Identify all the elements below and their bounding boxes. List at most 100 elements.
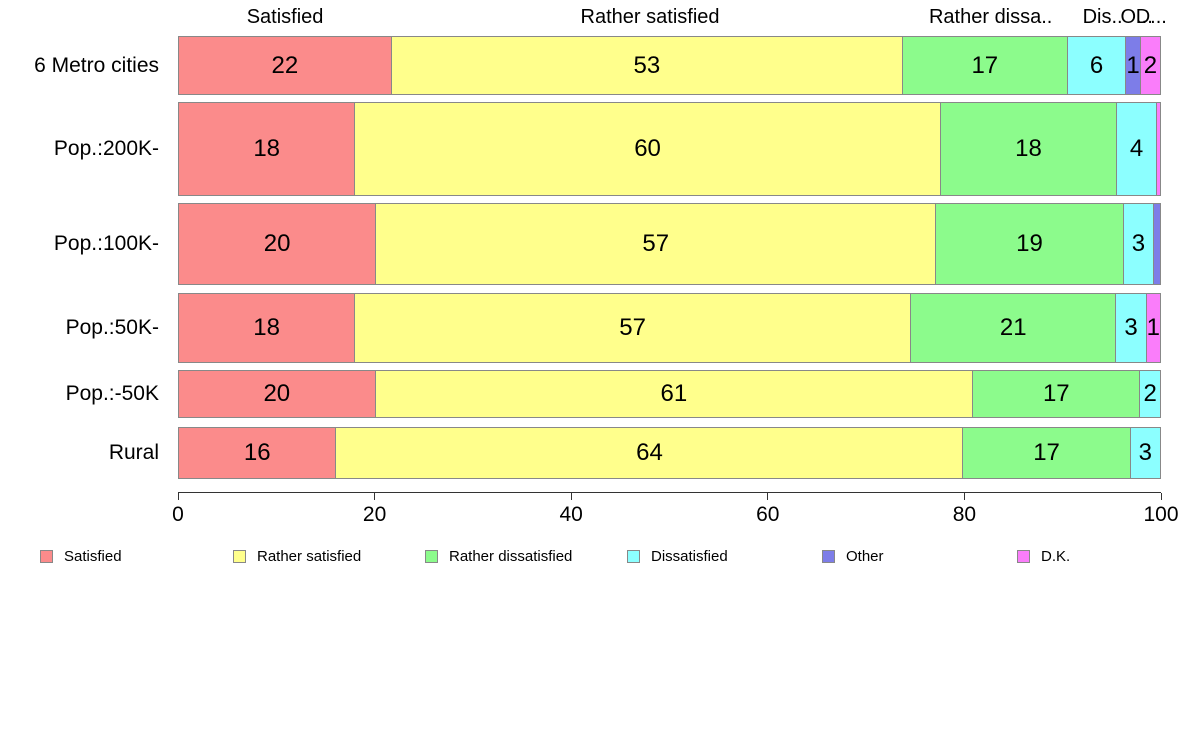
segment-value-label: 18 bbox=[253, 314, 280, 341]
legend-item: Dissatisfied bbox=[627, 548, 728, 565]
segment-value-label: 61 bbox=[660, 380, 688, 407]
legend-label: Rather satisfied bbox=[257, 548, 362, 565]
segment-value-label: 2 bbox=[1143, 380, 1157, 407]
bar-segment-d-k: 1 bbox=[1146, 293, 1161, 363]
legend-label: Dissatisfied bbox=[651, 548, 728, 565]
axis-tick-label: 20 bbox=[362, 503, 387, 526]
bar-segment-d-k bbox=[1157, 102, 1161, 196]
legend-label: Satisfied bbox=[64, 548, 122, 565]
bar-segment-satisfied: 16 bbox=[178, 427, 337, 479]
category-label: Pop.:-50K bbox=[65, 382, 159, 405]
bar-segment-dissatisfied: 4 bbox=[1117, 102, 1158, 196]
axis-tick bbox=[374, 493, 376, 500]
axis-tick-label: 100 bbox=[1143, 503, 1179, 526]
stacked-bar: 22 53 17 6 1 2 bbox=[178, 36, 1162, 95]
segment-value-label: 17 bbox=[1042, 380, 1070, 407]
bar-segment-rather-satisfied: 60 bbox=[355, 102, 941, 196]
bar-segment-satisfied: 20 bbox=[178, 370, 376, 418]
column-headers: Satisfied Rather satisfied Rather dissa.. D… bbox=[178, 4, 1167, 30]
category-label: Pop.:100K- bbox=[53, 232, 159, 255]
column-header: Dis.. bbox=[1082, 6, 1123, 28]
bar-segment-dissatisfied: 3 bbox=[1130, 427, 1162, 479]
stacked-bar: 18 60 18 4 bbox=[178, 102, 1161, 196]
bar-segment-other: 1 bbox=[1126, 36, 1141, 95]
bar-segment-dissatisfied: 3 bbox=[1116, 293, 1147, 363]
segment-value-label: 17 bbox=[971, 51, 999, 79]
legend: Satisfied Rather satisfied Rather dissatis… bbox=[0, 548, 1188, 572]
bar-segment-rather-dissatisfied: 21 bbox=[911, 293, 1117, 363]
axis-tick bbox=[1160, 493, 1162, 500]
bar-segment-satisfied: 20 bbox=[178, 203, 377, 285]
stacked-bar: 18 57 21 3 1 bbox=[178, 293, 1161, 363]
legend-item: Rather dissatisfied bbox=[425, 548, 572, 565]
bar-segment-dissatisfied: 2 bbox=[1140, 370, 1161, 418]
segment-value-label: 18 bbox=[1015, 135, 1042, 162]
bar-segment-rather-satisfied: 57 bbox=[355, 293, 912, 363]
column-header: Satisfied bbox=[246, 6, 324, 28]
bar-segment-rather-satisfied: 61 bbox=[375, 370, 974, 418]
segment-value-label: 22 bbox=[271, 51, 299, 79]
legend-label: D.K. bbox=[1041, 548, 1071, 565]
axis-tick bbox=[570, 493, 572, 500]
legend-swatch-rather-satisfied bbox=[233, 550, 246, 563]
legend-label: Rather dissatisfied bbox=[449, 548, 573, 565]
legend-item: Rather satisfied bbox=[233, 548, 361, 565]
bar-segment-rather-satisfied: 53 bbox=[391, 36, 903, 95]
category-label: Pop.:200K- bbox=[53, 137, 159, 160]
category-label: Pop.:50K- bbox=[65, 316, 159, 339]
category-label: 6 Metro cities bbox=[34, 53, 159, 77]
bar-row: Pop.:50K- 18 57 21 3 1 bbox=[0, 293, 1188, 363]
category-label: Rural bbox=[108, 441, 159, 464]
column-header: O... bbox=[1120, 6, 1153, 28]
bar-segment-dissatisfied: 3 bbox=[1123, 203, 1155, 285]
bar-row: Pop.:200K- 18 60 18 4 bbox=[0, 102, 1188, 196]
bar-row: 6 Metro cities 22 53 17 6 1 2 bbox=[0, 36, 1188, 95]
segment-value-label: 6 bbox=[1089, 51, 1104, 79]
legend-swatch-dissatisfied bbox=[627, 550, 640, 563]
segment-value-label: 3 bbox=[1138, 439, 1153, 466]
column-header: Rather satisfied bbox=[580, 6, 720, 28]
segment-value-label: 21 bbox=[999, 314, 1027, 341]
axis-tick-label: 60 bbox=[756, 503, 780, 526]
legend-swatch-other bbox=[822, 550, 835, 563]
segment-value-label: 4 bbox=[1129, 135, 1144, 162]
segment-value-label: 17 bbox=[1033, 439, 1060, 466]
axis-tick-label: 0 bbox=[172, 503, 184, 526]
segment-value-label: 60 bbox=[634, 135, 661, 162]
bar-segment-rather-dissatisfied: 17 bbox=[973, 370, 1141, 418]
bar-segment-satisfied: 18 bbox=[178, 293, 356, 363]
axis-tick bbox=[963, 493, 965, 500]
axis-tick bbox=[177, 493, 179, 500]
bar-row: Pop.:100K- 20 57 19 3 bbox=[0, 203, 1188, 285]
segment-value-label: 18 bbox=[253, 135, 281, 162]
segment-value-label: 3 bbox=[1131, 230, 1146, 257]
segment-value-label: 53 bbox=[633, 51, 661, 79]
segment-value-label: 2 bbox=[1143, 51, 1158, 79]
bar-segment-rather-dissatisfied: 17 bbox=[902, 36, 1068, 95]
bar-row: Rural 16 64 17 3 bbox=[0, 427, 1188, 479]
axis-tick bbox=[767, 493, 769, 500]
legend-item: Satisfied bbox=[40, 548, 122, 565]
bar-segment-other bbox=[1154, 203, 1161, 285]
segment-value-label: 16 bbox=[243, 439, 271, 466]
bar-segment-d-k: 2 bbox=[1140, 36, 1162, 95]
bar-segment-rather-dissatisfied: 17 bbox=[963, 427, 1131, 479]
bar-segment-satisfied: 22 bbox=[178, 36, 392, 95]
bar-segment-rather-dissatisfied: 18 bbox=[940, 102, 1118, 196]
legend-item: D.K. bbox=[1017, 548, 1070, 565]
segment-value-label: 1 bbox=[1146, 314, 1160, 341]
legend-swatch-d-k bbox=[1017, 550, 1030, 563]
segment-value-label: 19 bbox=[1016, 230, 1043, 257]
segment-value-label: 20 bbox=[263, 380, 291, 407]
axis-tick-label: 80 bbox=[952, 503, 977, 526]
legend-item: Other bbox=[822, 548, 884, 565]
bar-segment-satisfied: 18 bbox=[178, 102, 356, 196]
legend-swatch-rather-dissatisfied bbox=[425, 550, 438, 563]
stacked-bar: 16 64 17 3 bbox=[178, 427, 1162, 479]
stacked-bar: 20 57 19 3 bbox=[178, 203, 1161, 285]
axis-tick-label: 40 bbox=[559, 503, 583, 526]
bar-segment-dissatisfied: 6 bbox=[1067, 36, 1127, 95]
bar-segment-rather-satisfied: 64 bbox=[336, 427, 964, 479]
column-header: D... bbox=[1135, 6, 1167, 28]
